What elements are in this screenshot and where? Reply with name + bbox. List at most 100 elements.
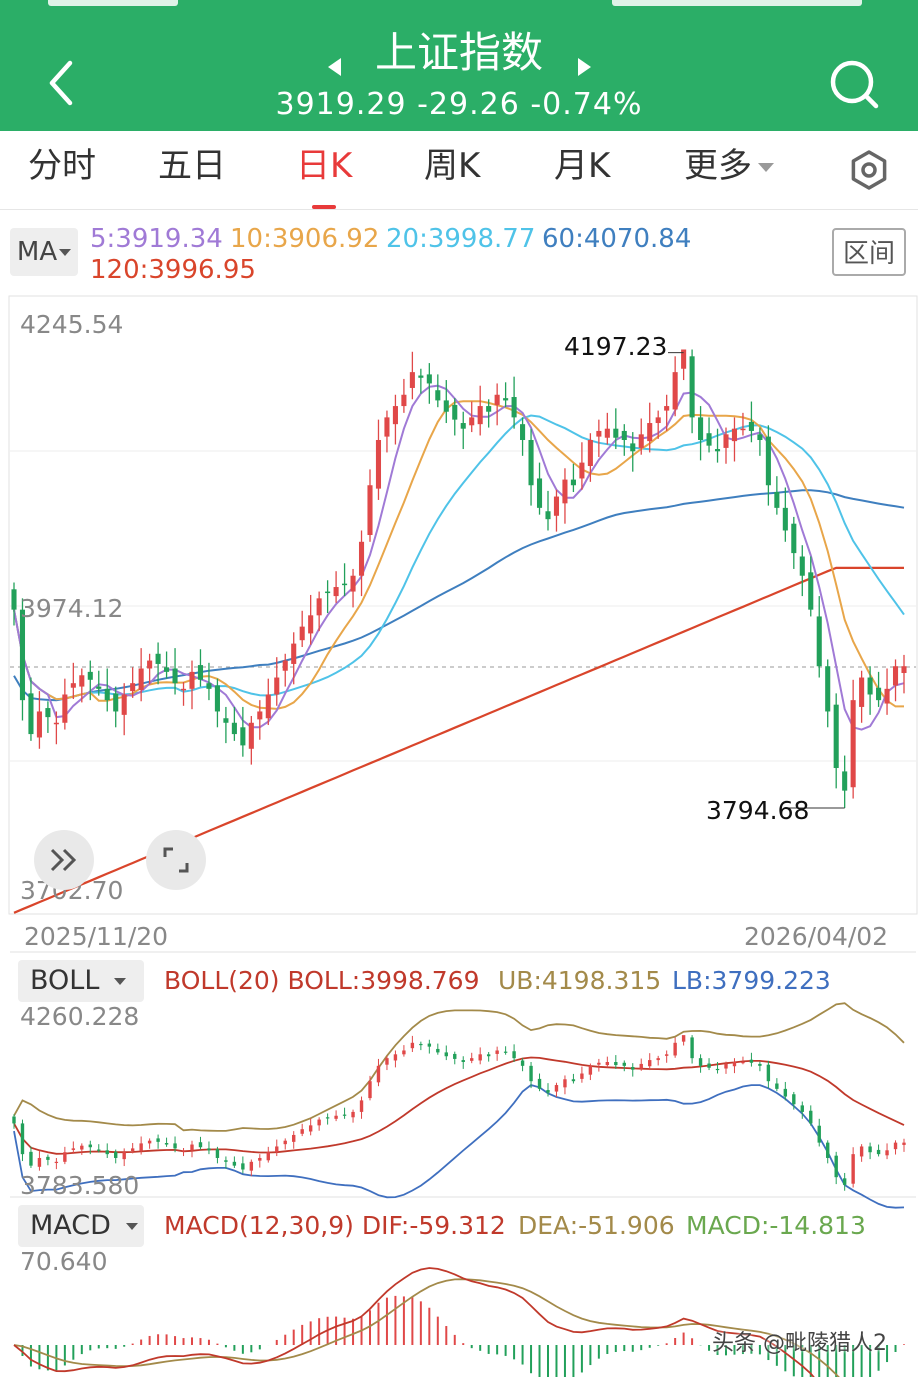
candle-body bbox=[443, 400, 449, 412]
boll-candle-body bbox=[410, 1042, 415, 1049]
candle-body bbox=[528, 439, 534, 486]
boll-candle-body bbox=[37, 1157, 42, 1167]
boll-candle-body bbox=[495, 1050, 499, 1054]
macd-dea-value: DEA:-51.906 bbox=[518, 1211, 675, 1240]
settings-gear-icon[interactable] bbox=[848, 149, 890, 191]
candle-body bbox=[689, 356, 695, 418]
chevron-down-icon bbox=[59, 249, 72, 256]
candle-body bbox=[714, 449, 721, 452]
candle-body bbox=[104, 688, 110, 701]
ma20-line bbox=[13, 414, 905, 701]
tab-monthly-k[interactable]: 月K bbox=[554, 146, 611, 186]
fullscreen-button[interactable] bbox=[146, 830, 206, 890]
back-arrow-icon[interactable] bbox=[40, 55, 84, 111]
candle-body bbox=[367, 485, 373, 536]
boll-candle-body bbox=[164, 1143, 169, 1145]
candle-body bbox=[197, 665, 204, 680]
boll-candle-body bbox=[359, 1100, 364, 1112]
next-index-icon[interactable] bbox=[578, 58, 591, 76]
candle-body bbox=[757, 434, 763, 440]
candle-body bbox=[621, 430, 627, 440]
candle-body bbox=[816, 616, 822, 667]
expand-forward-button[interactable] bbox=[34, 830, 94, 890]
candle-body bbox=[257, 711, 263, 720]
ma60-line bbox=[13, 489, 905, 702]
candle-body bbox=[79, 675, 85, 687]
boll-candle-body bbox=[325, 1117, 330, 1119]
candle-body bbox=[96, 686, 102, 689]
candle-body bbox=[833, 704, 839, 769]
candle-body bbox=[876, 687, 882, 701]
tab-five-day[interactable]: 五日 bbox=[158, 146, 226, 186]
boll-ub-line bbox=[13, 1002, 905, 1132]
date-start-label: 2025/11/20 bbox=[24, 922, 169, 951]
boll-selector[interactable]: BOLL bbox=[18, 960, 144, 1002]
boll-lb-line bbox=[13, 1084, 905, 1209]
search-icon[interactable] bbox=[826, 56, 882, 112]
candle-body bbox=[842, 771, 848, 791]
candle-body bbox=[782, 507, 788, 531]
ma60-value: 60:4070.84 bbox=[542, 224, 692, 254]
boll-candle-body bbox=[690, 1037, 694, 1059]
boll-candle-body bbox=[308, 1125, 313, 1132]
candle-body bbox=[36, 711, 42, 738]
macd-hist-value: MACD:-14.813 bbox=[686, 1211, 866, 1240]
candle-body bbox=[596, 430, 602, 437]
boll-candle-body bbox=[88, 1144, 92, 1148]
boll-candle-body bbox=[868, 1146, 872, 1153]
boll-candle-body bbox=[232, 1161, 237, 1166]
candle-body bbox=[545, 511, 551, 520]
candle-body bbox=[240, 727, 246, 746]
candle-body bbox=[172, 668, 178, 684]
boll-candle-body bbox=[529, 1065, 533, 1082]
tab-more[interactable]: 更多 bbox=[684, 143, 774, 189]
ma-selector[interactable]: MA bbox=[10, 228, 78, 276]
boll-candle-body bbox=[664, 1054, 669, 1056]
boll-candle-body bbox=[537, 1078, 542, 1089]
boll-candle-body bbox=[470, 1058, 474, 1061]
candle-body bbox=[731, 428, 738, 442]
boll-candle-body bbox=[605, 1061, 610, 1066]
boll-candle-body bbox=[258, 1157, 262, 1161]
candle-body bbox=[859, 677, 865, 707]
tab-weekly-k[interactable]: 周K bbox=[424, 146, 481, 186]
tab-intraday[interactable]: 分时 bbox=[28, 146, 96, 186]
boll-candle-body bbox=[902, 1142, 906, 1145]
candle-body bbox=[494, 394, 500, 405]
prev-index-icon[interactable] bbox=[328, 58, 341, 76]
candle-body bbox=[392, 406, 398, 425]
boll-mid-line bbox=[13, 1056, 905, 1155]
boll-candle-body bbox=[724, 1063, 728, 1069]
candle-body bbox=[138, 668, 144, 690]
candle-body bbox=[808, 572, 814, 610]
candle-body bbox=[477, 406, 483, 425]
candle-body bbox=[325, 591, 331, 594]
candle-body bbox=[867, 677, 873, 695]
candle-body bbox=[401, 394, 407, 407]
range-button[interactable]: 区间 bbox=[832, 228, 906, 276]
candle-body bbox=[113, 693, 119, 712]
candle-body bbox=[342, 583, 348, 586]
boll-candle-body bbox=[215, 1149, 220, 1158]
candle-body bbox=[121, 694, 127, 715]
candle-body bbox=[231, 722, 237, 735]
boll-candle-body bbox=[851, 1154, 855, 1184]
boll-candle-body bbox=[241, 1163, 245, 1170]
tab-daily-k[interactable]: 日K bbox=[296, 146, 353, 186]
candle-body bbox=[180, 688, 187, 691]
boll-candle-body bbox=[656, 1058, 660, 1061]
candle-body bbox=[53, 722, 59, 725]
change-pct: -0.74% bbox=[530, 87, 643, 122]
boll-candle-body bbox=[393, 1054, 398, 1061]
status-bar-right bbox=[612, 0, 862, 6]
candle-body bbox=[723, 434, 729, 448]
status-bar bbox=[48, 0, 178, 6]
boll-candle-body bbox=[580, 1073, 584, 1079]
boll-candle-body bbox=[63, 1152, 67, 1162]
macd-selector[interactable]: MACD bbox=[18, 1205, 144, 1247]
candle-body bbox=[223, 718, 229, 723]
macd-selector-label: MACD bbox=[30, 1210, 111, 1241]
candle-body bbox=[553, 496, 560, 516]
boll-candle-body bbox=[588, 1065, 593, 1075]
